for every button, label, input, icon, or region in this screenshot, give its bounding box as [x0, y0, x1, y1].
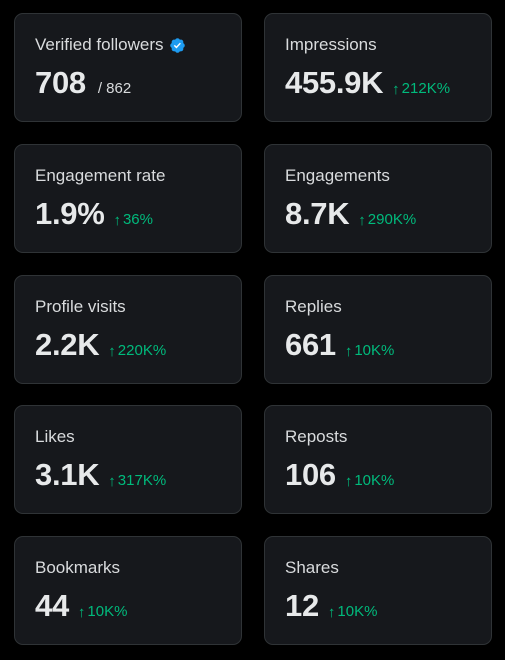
replies-label: Replies — [285, 297, 342, 316]
reposts-value-row: 106 ↑ 10K% — [285, 457, 471, 493]
card-likes[interactable]: Likes 3.1K ↑ 317K% — [14, 405, 242, 514]
verified-followers-value-row: 708 / 862 — [35, 65, 221, 101]
shares-value-row: 12 ↑ 10K% — [285, 588, 471, 624]
reposts-value: 106 — [285, 457, 336, 492]
arrow-up-icon: ↑ — [327, 604, 336, 621]
bookmarks-label: Bookmarks — [35, 558, 121, 577]
verified-badge-icon — [169, 37, 185, 53]
impressions-value-row: 455.9K ↑ 212K% — [285, 65, 471, 101]
profile-visits-change-value: 220K% — [117, 342, 167, 359]
card-engagement-rate[interactable]: Engagement rate 1.9% ↑ 36% — [14, 144, 242, 253]
arrow-up-icon: ↑ — [344, 473, 353, 490]
bookmarks-change-value: 10K% — [87, 603, 128, 620]
impressions-label: Impressions — [285, 35, 377, 54]
reposts-change-value: 10K% — [354, 472, 395, 489]
impressions-change: ↑ 212K% — [392, 80, 451, 98]
arrow-up-icon: ↑ — [344, 343, 353, 360]
card-engagements[interactable]: Engagements 8.7K ↑ 290K% — [264, 144, 492, 253]
verified-followers-value: 708 — [35, 65, 86, 100]
card-impressions[interactable]: Impressions 455.9K ↑ 212K% — [264, 13, 492, 122]
bookmarks-change: ↑ 10K% — [77, 603, 128, 621]
arrow-up-icon: ↑ — [77, 604, 86, 621]
replies-change-value: 10K% — [354, 342, 395, 359]
profile-visits-value: 2.2K — [35, 327, 100, 362]
arrow-up-icon: ↑ — [392, 81, 400, 98]
reposts-change: ↑ 10K% — [344, 472, 395, 490]
card-replies[interactable]: Replies 661 ↑ 10K% — [264, 275, 492, 384]
card-profile-visits[interactable]: Profile visits 2.2K ↑ 220K% — [14, 275, 242, 384]
engagements-value-row: 8.7K ↑ 290K% — [285, 196, 471, 232]
likes-value: 3.1K — [35, 457, 100, 492]
verified-followers-total: / 862 — [97, 80, 132, 97]
card-bookmarks[interactable]: Bookmarks 44 ↑ 10K% — [14, 536, 242, 645]
likes-label: Likes — [35, 427, 75, 446]
engagements-change: ↑ 290K% — [358, 211, 417, 229]
verified-followers-label-row: Verified followers — [35, 35, 221, 55]
engagements-change-value: 290K% — [367, 211, 417, 228]
bookmarks-value: 44 — [35, 588, 69, 623]
bookmarks-value-row: 44 ↑ 10K% — [35, 588, 221, 624]
replies-value: 661 — [285, 327, 336, 362]
likes-change-value: 317K% — [117, 472, 167, 489]
reposts-label: Reposts — [285, 427, 348, 446]
profile-visits-label: Profile visits — [35, 297, 126, 316]
profile-visits-value-row: 2.2K ↑ 220K% — [35, 327, 221, 363]
card-shares[interactable]: Shares 12 ↑ 10K% — [264, 536, 492, 645]
engagement-rate-value: 1.9% — [35, 196, 105, 231]
arrow-up-icon: ↑ — [358, 212, 366, 229]
replies-value-row: 661 ↑ 10K% — [285, 327, 471, 363]
profile-visits-change: ↑ 220K% — [108, 342, 167, 360]
arrow-up-icon: ↑ — [108, 473, 116, 490]
engagements-value: 8.7K — [285, 196, 350, 231]
engagement-rate-change: ↑ 36% — [113, 211, 153, 229]
impressions-value: 455.9K — [285, 65, 384, 100]
engagement-rate-change-value: 36% — [122, 211, 153, 228]
card-reposts[interactable]: Reposts 106 ↑ 10K% — [264, 405, 492, 514]
shares-change-value: 10K% — [337, 603, 378, 620]
replies-change: ↑ 10K% — [344, 342, 395, 360]
verified-followers-label: Verified followers — [35, 35, 164, 54]
likes-change: ↑ 317K% — [108, 472, 167, 490]
card-verified-followers[interactable]: Verified followers 708 / 862 — [14, 13, 242, 122]
arrow-up-icon: ↑ — [108, 343, 116, 360]
arrow-up-icon: ↑ — [113, 212, 121, 229]
shares-label: Shares — [285, 558, 339, 577]
impressions-change-value: 212K% — [401, 80, 451, 97]
shares-value: 12 — [285, 588, 319, 623]
likes-value-row: 3.1K ↑ 317K% — [35, 457, 221, 493]
shares-change: ↑ 10K% — [327, 603, 378, 621]
engagement-rate-value-row: 1.9% ↑ 36% — [35, 196, 221, 232]
engagement-rate-label: Engagement rate — [35, 166, 166, 185]
engagements-label: Engagements — [285, 166, 390, 185]
